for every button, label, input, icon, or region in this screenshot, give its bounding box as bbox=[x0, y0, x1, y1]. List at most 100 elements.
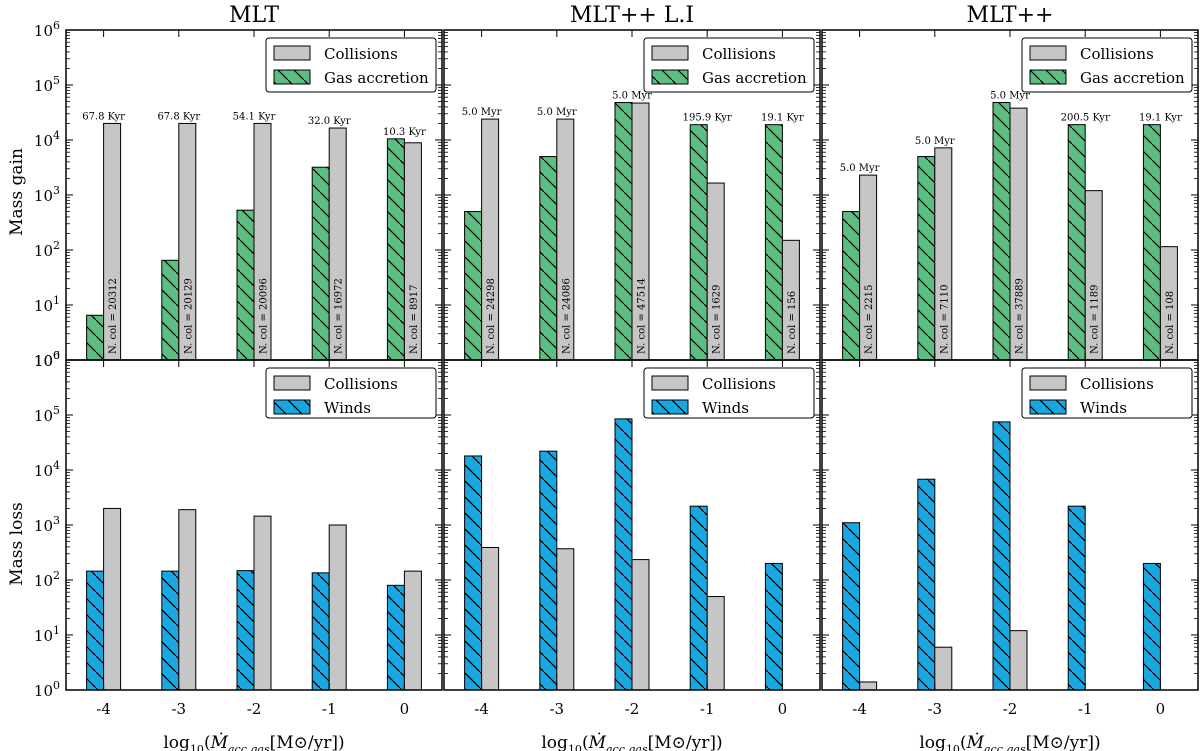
panel-1-gain: 67.8 Kyr 67.8 Kyr 54.1 Kyr 32.0 Kyr 10.3 Kyr… bbox=[34, 19, 443, 370]
bar-collisions--4 bbox=[859, 681, 878, 691]
time-label--2: 5.0 Myr bbox=[990, 91, 1030, 102]
ytick-label-border: 106 bbox=[34, 349, 60, 370]
xtick-label--1: -1 bbox=[1078, 700, 1093, 718]
bar-hatch-winds--4 bbox=[464, 455, 482, 690]
bar-hatch-winds--1 bbox=[312, 572, 330, 690]
xtick-label--3: -3 bbox=[549, 700, 564, 718]
ncol-label--4: N. col = 2215 bbox=[864, 285, 875, 354]
ncol-label-0: N. col = 108 bbox=[1165, 291, 1176, 354]
ncol-label--3: N. col = 20129 bbox=[183, 278, 194, 354]
xtick-label--3: -3 bbox=[171, 700, 186, 718]
ytick-label-loss-2: 102 bbox=[34, 569, 60, 590]
panel-title-mlt: MLT bbox=[229, 3, 279, 28]
bar-hatch-gas-accretion--3 bbox=[917, 156, 935, 360]
bar-hatch-gas-accretion--4 bbox=[464, 211, 482, 360]
time-label--1: 200.5 Kyr bbox=[1061, 113, 1110, 124]
bar-hatch-winds--2 bbox=[237, 570, 254, 690]
xtick-label--4: -4 bbox=[96, 700, 111, 718]
bar-collisions--1 bbox=[328, 524, 347, 691]
bar-hatch-gas-accretion--4 bbox=[842, 211, 860, 360]
bar-hatch-winds--1 bbox=[1068, 506, 1086, 690]
xtick-label-0: 0 bbox=[1156, 700, 1166, 718]
legend-label-1: Gas accretion bbox=[702, 69, 807, 87]
ytick-label-gain-2: 102 bbox=[34, 239, 60, 260]
bar-hatch-gas-accretion-0 bbox=[1143, 124, 1161, 360]
legend-label-0: Collisions bbox=[1080, 375, 1154, 393]
legend-label-1: Winds bbox=[1080, 399, 1127, 417]
ncol-label-0: N. col = 8917 bbox=[409, 285, 420, 354]
bar-collisions--4 bbox=[103, 507, 122, 691]
bar-hatch-gas-accretion--1 bbox=[690, 124, 708, 360]
time-label--3: 67.8 Kyr bbox=[157, 111, 200, 122]
ytick-label-loss-3: 103 bbox=[34, 514, 60, 535]
ytick-label-gain-6: 106 bbox=[34, 19, 60, 40]
legend: Collisions Gas accretion bbox=[265, 37, 437, 93]
xlabel-panel-2: log10(Ṁacc,gas[M⊙/yr]) bbox=[541, 732, 722, 751]
bar-hatch-winds-0 bbox=[1143, 563, 1161, 690]
ytick-label-loss-0: 100 bbox=[34, 679, 60, 700]
svg-text:log10(Ṁacc,gas[M⊙/yr]): log10(Ṁacc,gas[M⊙/yr]) bbox=[163, 732, 344, 751]
bar-hatch-gas-accretion--2 bbox=[993, 102, 1010, 360]
bar-hatch-winds-0 bbox=[387, 585, 405, 690]
ncol-label--1: N. col = 16972 bbox=[334, 278, 345, 354]
ylabel-mass-gain: Mass gain bbox=[7, 148, 27, 236]
legend-swatch-hatch-1 bbox=[274, 400, 310, 414]
legend-swatch-0 bbox=[1029, 375, 1067, 391]
bar-hatch-gas-accretion--4 bbox=[86, 315, 104, 360]
xtick-label--2: -2 bbox=[625, 700, 640, 718]
bar-hatch-winds--3 bbox=[539, 451, 557, 690]
bar-hatch-winds--1 bbox=[690, 506, 708, 690]
time-label-0: 10.3 Kyr bbox=[383, 127, 426, 138]
ytick-label-gain-0: 100 bbox=[34, 349, 60, 370]
time-label--2: 5.0 Myr bbox=[612, 91, 652, 102]
ncol-label--4: N. col = 24298 bbox=[486, 278, 497, 354]
time-label-0: 19.1 Kyr bbox=[1139, 113, 1182, 124]
bar-hatch-gas-accretion--1 bbox=[312, 167, 330, 360]
ytick-label-loss-4: 104 bbox=[34, 459, 60, 480]
ncol-label--2: N. col = 47514 bbox=[637, 278, 648, 354]
panel-3-loss: -4 -3 -2 -1 0 Collisions Winds bbox=[821, 359, 1199, 718]
ncol-label--2: N. col = 20096 bbox=[259, 278, 270, 354]
ncol-label--1: N. col = 1189 bbox=[1090, 285, 1101, 354]
ytick-label-gain-1: 101 bbox=[34, 294, 60, 315]
legend-label-1: Winds bbox=[702, 399, 749, 417]
bar-collisions--3 bbox=[934, 646, 953, 691]
legend: Collisions Winds bbox=[1021, 367, 1193, 419]
legend-swatch-hatch-1 bbox=[274, 70, 310, 84]
bar-collisions--2 bbox=[1009, 630, 1028, 691]
legend-swatch-0 bbox=[651, 375, 689, 391]
panel-title-mlt-pp: MLT++ bbox=[967, 3, 1054, 28]
xtick-label--2: -2 bbox=[1003, 700, 1018, 718]
xtick-label-0: 0 bbox=[400, 700, 410, 718]
svg-text:log10(Ṁacc,gas[M⊙/yr]): log10(Ṁacc,gas[M⊙/yr]) bbox=[541, 732, 722, 751]
bar-hatch-winds--2 bbox=[615, 418, 632, 690]
legend-label-0: Collisions bbox=[324, 45, 398, 63]
time-label--1: 32.0 Kyr bbox=[308, 116, 351, 127]
time-label--4: 67.8 Kyr bbox=[82, 111, 125, 122]
ytick-label-gain-3: 103 bbox=[34, 184, 60, 205]
panel-3-gain: 5.0 Myr 5.0 Myr 5.0 Myr 200.5 Kyr 19.1 Kyr N.… bbox=[821, 29, 1199, 361]
bar-hatch-gas-accretion-0 bbox=[387, 138, 405, 360]
bar-hatch-gas-accretion--1 bbox=[1068, 124, 1086, 360]
legend-swatch-hatch-1 bbox=[652, 70, 688, 84]
legend: Collisions Winds bbox=[265, 367, 437, 419]
legend-label-0: Collisions bbox=[702, 375, 776, 393]
ncol-label--2: N. col = 37889 bbox=[1015, 278, 1026, 354]
xtick-label--2: -2 bbox=[247, 700, 262, 718]
time-label--1: 195.9 Kyr bbox=[683, 113, 732, 124]
xtick-label--1: -1 bbox=[700, 700, 715, 718]
legend-swatch-hatch-1 bbox=[1030, 70, 1066, 84]
bar-hatch-winds--2 bbox=[993, 421, 1010, 690]
xlabel-panel-1: log10(Ṁacc,gas[M⊙/yr]) bbox=[163, 732, 344, 751]
bar-collisions--3 bbox=[556, 548, 575, 691]
panel-2-loss: -4 -3 -2 -1 0 Collisions Winds bbox=[443, 359, 821, 718]
legend-label-1: Gas accretion bbox=[1080, 69, 1185, 87]
bar-collisions--3 bbox=[178, 509, 197, 691]
panel-1-loss: 100 101 102 103 104 105 106 -4 -3 -2 -1 0 Collisions… bbox=[34, 349, 443, 718]
legend-label-0: Collisions bbox=[702, 45, 776, 63]
bar-hatch-winds-0 bbox=[765, 563, 783, 690]
bar-collisions--2 bbox=[253, 515, 272, 691]
legend-swatch-0 bbox=[273, 375, 311, 391]
bar-hatch-gas-accretion-0 bbox=[765, 124, 783, 360]
